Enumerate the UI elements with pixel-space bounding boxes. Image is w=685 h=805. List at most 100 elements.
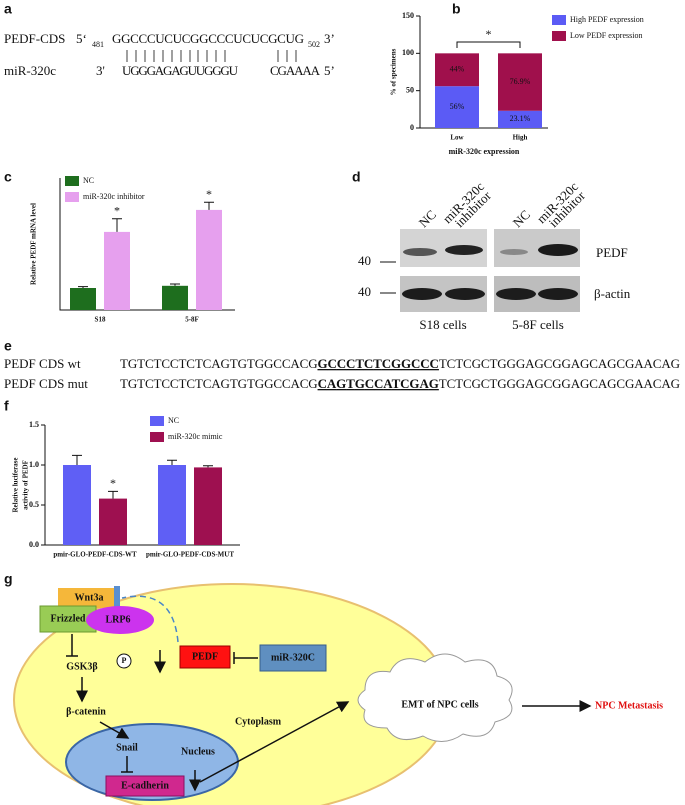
node-label: LRP6 [106,614,131,625]
band [445,245,483,255]
node-label: NPC Metastasis [595,700,663,711]
data-label: 56% [450,102,465,111]
bar [63,465,91,545]
sequence: TGTCTCCTCTCAGTGTGGCCACGCAGTGCCATCGAGTCTC… [120,376,680,391]
alignment: PEDF-CDS 5‘ 481 GGCCCUCUCGGCCCUCUCGCUG 5… [4,31,335,78]
error-bar [204,201,214,210]
cell-line: S18 cells [419,317,466,332]
marker: 40 [358,284,371,299]
error-bar [72,454,82,465]
node-label: miR-320C [271,652,315,663]
phospho [116,653,132,669]
y-axis-label: Relative luciferase [12,457,20,512]
y-tick-label: 0 [410,123,414,132]
pathway: Wnt3a Frizzled LRP6 GSK3β P β-catenin Sn… [13,583,663,805]
bar [104,231,130,310]
x-tick-label: S18 [95,316,106,324]
pedf [179,645,231,669]
y-axis-label: activity of PEDF [22,460,30,510]
inhibit [233,652,258,664]
band [403,248,437,256]
bar-segment [498,110,542,128]
legend-label: NC [83,176,94,185]
receptor [114,586,120,608]
data-label: 44% [450,65,465,74]
panel-label: a [4,1,12,17]
x-tick-label: pmir-GLO-PEDF-CDS-WT [53,551,137,559]
bar [194,467,222,545]
legend-label: miR-320c inhibitor [83,192,145,201]
lrp6 [86,606,154,634]
annotation: * [114,203,120,217]
panel-label: d [352,169,361,185]
band [402,288,442,300]
band [500,249,528,255]
lane-label: NC [510,207,533,230]
bar-segment [498,53,542,111]
node-label: Wnt3a [75,592,104,603]
seq-name: miR-320c [4,63,56,78]
legend-swatch [552,15,566,25]
seq-part: TCTCGCTGGGAGCGGAGCAGCGAACAG [439,356,680,371]
sequence: TGTCTCCTCTCAGTGTGGCCACGGCCCTCTCGGCCCTCTC… [120,356,680,371]
bar-segment [435,86,479,128]
legend-swatch [65,192,79,202]
x-tick-label: 5-8F [185,316,199,324]
seq-part: TGTCTCCTCTCAGTGTGGCCACG [120,376,318,391]
annotation: * [206,187,212,201]
pairing [126,50,297,62]
y-axis-label: % of specimens [390,48,398,95]
y-tick-label: 100 [402,48,414,57]
wnt3a [58,588,120,608]
error-bar [167,459,177,465]
lane-label: NC [416,207,439,230]
seq-name: PEDF CDS wt [4,356,81,371]
panel-label: b [452,1,461,17]
position: 502 [308,40,320,49]
error-bar [203,465,213,468]
y-tick-label: 50 [406,85,414,94]
legend-label: High PEDF expression [570,15,644,24]
node-label: Nucleus [181,746,215,757]
bar-segment [435,53,479,87]
x-tick-label: High [513,134,528,142]
bar [99,498,127,545]
node-label: EMT of NPC cells [401,699,478,710]
inhibit [66,634,78,657]
marker: 40 [358,253,371,268]
position: 481 [92,40,104,49]
panel-label: e [4,338,12,354]
significance-bracket [456,41,521,48]
cloud [357,653,513,742]
bar [162,285,188,310]
error-bar [112,218,122,232]
panel-labels: a b c d e f g [4,1,461,587]
marker-tick [380,261,396,294]
chart: 0 50 100 150 % of specimens miR-320c expressi… [390,11,644,156]
legend-label: miR-320c mimic [168,432,223,441]
node-label: β-catenin [66,706,106,717]
y-tick-label: 1.0 [29,460,39,469]
node-label: Snail [116,742,138,753]
seq-name: PEDF CDS mut [4,376,88,391]
legend-label: NC [168,416,179,425]
node-label: P [122,656,127,665]
sequence: GGCCCUCUCGGCCCUCUCGCUG [112,31,304,46]
seq-name: PEDF-CDS [4,31,65,46]
seq-site: CAGTGCCATCGAG [318,376,439,391]
error-bar [170,283,180,286]
legend-label: Low PEDF expression [570,31,642,40]
band [496,288,536,300]
node-label: PEDF [192,651,218,662]
panel-label: c [4,169,12,185]
error-bar [108,490,118,499]
y-tick-label: 0.5 [29,500,39,509]
end-label: 5’ [324,63,335,78]
legend-swatch [150,432,164,442]
seq-part: TGTCTCCTCTCAGTGTGGCCACG [120,356,318,371]
annotation: * [486,27,492,41]
y-tick-label: 0.0 [29,540,39,549]
band [538,288,578,300]
sequence: CGAAAA [270,63,321,78]
